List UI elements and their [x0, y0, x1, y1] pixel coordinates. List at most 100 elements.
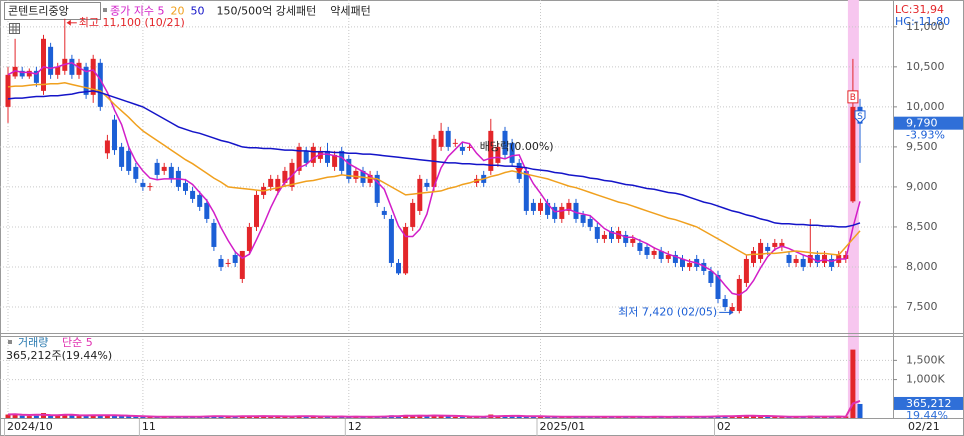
volume-bar — [772, 416, 778, 418]
volume-bar — [850, 349, 856, 418]
candle-body — [467, 146, 472, 148]
candle-body — [545, 202, 551, 215]
candle-body — [41, 38, 46, 91]
candle-body — [254, 194, 259, 227]
candle-body — [708, 270, 714, 283]
event-label: 배당락(0.00%) — [480, 140, 554, 153]
candle-body — [55, 66, 61, 75]
volume-bar — [133, 416, 139, 418]
candle-body — [403, 226, 409, 274]
volume-bar — [729, 416, 735, 418]
candle-body — [225, 262, 231, 264]
volume-bar — [275, 416, 281, 418]
volume-bar — [90, 414, 96, 418]
candle-body — [616, 230, 622, 239]
candle-body — [48, 46, 54, 75]
candle-body — [772, 242, 778, 247]
candle-body — [623, 234, 629, 243]
moving-average — [7, 61, 861, 296]
volume-bar — [857, 403, 863, 418]
hc-label: HC:-11,80 — [895, 15, 950, 28]
candle-body — [658, 250, 664, 259]
candle-body — [729, 306, 735, 311]
candle-body — [552, 206, 558, 219]
legend-label: 50 — [190, 5, 204, 18]
volume-bar — [33, 415, 39, 418]
y-tick-label: 1,000K — [906, 373, 945, 386]
candle-body — [26, 70, 32, 77]
candle-body — [687, 262, 693, 267]
y-tick-label: 8,000 — [906, 260, 938, 273]
y-tick-label: 11,000 — [906, 20, 945, 33]
candle-body — [715, 274, 721, 299]
candle-body — [69, 58, 75, 75]
volume-bar — [119, 416, 125, 418]
candle-body — [814, 254, 820, 263]
last-volume-box — [894, 396, 963, 410]
candle-body — [218, 258, 224, 267]
event-marker — [515, 168, 524, 174]
high-annotation: 최고 11,100 (10/21) — [79, 16, 185, 29]
legend-icon — [8, 340, 12, 344]
candle-body — [190, 190, 196, 199]
candle-body — [680, 258, 685, 267]
x-end-label: 02/21 — [908, 420, 940, 433]
last-price-box — [894, 116, 963, 130]
candle-body — [495, 146, 501, 163]
candle-body — [566, 202, 572, 211]
candle-body — [452, 142, 458, 144]
candle-body — [438, 130, 444, 147]
volume-bar — [758, 416, 764, 418]
volume-bar — [48, 414, 54, 418]
candle-body — [183, 182, 188, 191]
candle-body — [33, 70, 39, 83]
volume-bar — [225, 416, 231, 418]
volume-legend: 거래량 — [18, 336, 48, 349]
y-tick-label: 9,500 — [906, 140, 938, 153]
candle-body — [530, 202, 536, 211]
candle-body — [800, 258, 806, 267]
candle-body — [154, 162, 160, 175]
y-tick-label: 1,500K — [906, 353, 945, 366]
candle-body — [722, 298, 728, 307]
volume-bar — [410, 415, 416, 418]
volume-bar — [126, 416, 132, 418]
volume-bar — [445, 416, 451, 418]
candle-body — [594, 226, 600, 239]
volume-bar — [19, 415, 25, 418]
candle-body — [339, 150, 345, 171]
volume-bar — [268, 416, 274, 418]
last-price: 9,790 — [906, 117, 938, 130]
legend-label: 20 — [170, 5, 184, 18]
volume-bar — [69, 415, 75, 418]
candle-body — [353, 170, 359, 179]
grid-icon[interactable] — [9, 23, 20, 34]
candle-body — [168, 166, 174, 179]
candle-body — [587, 218, 593, 227]
volume-bar — [516, 416, 522, 418]
title-box[interactable] — [4, 2, 101, 20]
volume-bar — [438, 415, 444, 418]
candle-body — [417, 178, 423, 211]
candle-body — [779, 242, 785, 247]
candle-body — [246, 226, 252, 251]
volume-bar — [83, 415, 89, 418]
candle-body — [538, 202, 543, 211]
candle-body — [374, 174, 380, 203]
volume-bar — [5, 414, 11, 418]
moving-average — [7, 82, 861, 256]
volume-bar — [55, 415, 61, 418]
low-annotation: 최저 7,420 (02/05) — [618, 305, 717, 318]
volume-bar — [261, 416, 267, 418]
candle-body — [431, 138, 437, 187]
candle-body — [161, 166, 167, 171]
candle-body — [672, 254, 678, 263]
candle-body — [488, 130, 494, 171]
candle-body — [90, 58, 96, 95]
x-tick-label: 12 — [348, 420, 362, 433]
candle-body — [147, 186, 153, 188]
pattern-label: 약세패턴 — [330, 4, 370, 18]
volume-bar — [502, 416, 508, 418]
sell-signal: S — [857, 112, 863, 122]
